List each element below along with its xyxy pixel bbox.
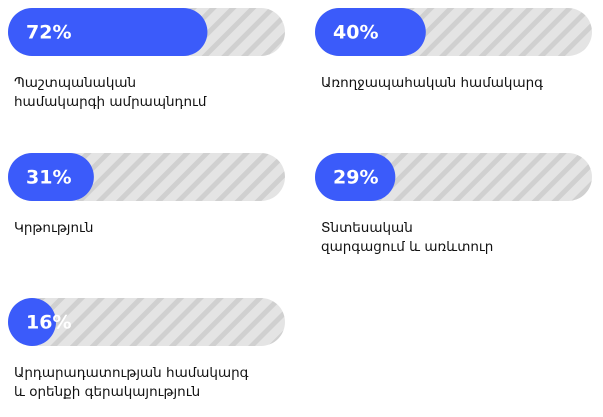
value-label: 72% bbox=[26, 22, 71, 44]
progress-fill bbox=[8, 153, 94, 201]
progress-fill bbox=[8, 298, 56, 346]
value-label: 31% bbox=[26, 167, 71, 189]
progress-fill bbox=[8, 8, 208, 56]
category-label: Պաշտպանական համակարգի ամրապնդում bbox=[14, 75, 207, 110]
value-label: 29% bbox=[333, 167, 378, 189]
progress-fill bbox=[315, 8, 426, 56]
category-label: Տնտեսական զարգացում և առևտուր bbox=[321, 220, 494, 255]
category-label: Արդարադատության համակարգ և օրենքի գերակա… bbox=[14, 365, 249, 400]
value-label: 16% bbox=[26, 312, 71, 334]
progress-fill bbox=[315, 153, 396, 201]
track bbox=[8, 298, 285, 346]
category-label: Կրթություն bbox=[14, 220, 94, 236]
value-label: 40% bbox=[333, 22, 378, 44]
category-label: Առողջապահական համակարգ bbox=[321, 75, 544, 91]
